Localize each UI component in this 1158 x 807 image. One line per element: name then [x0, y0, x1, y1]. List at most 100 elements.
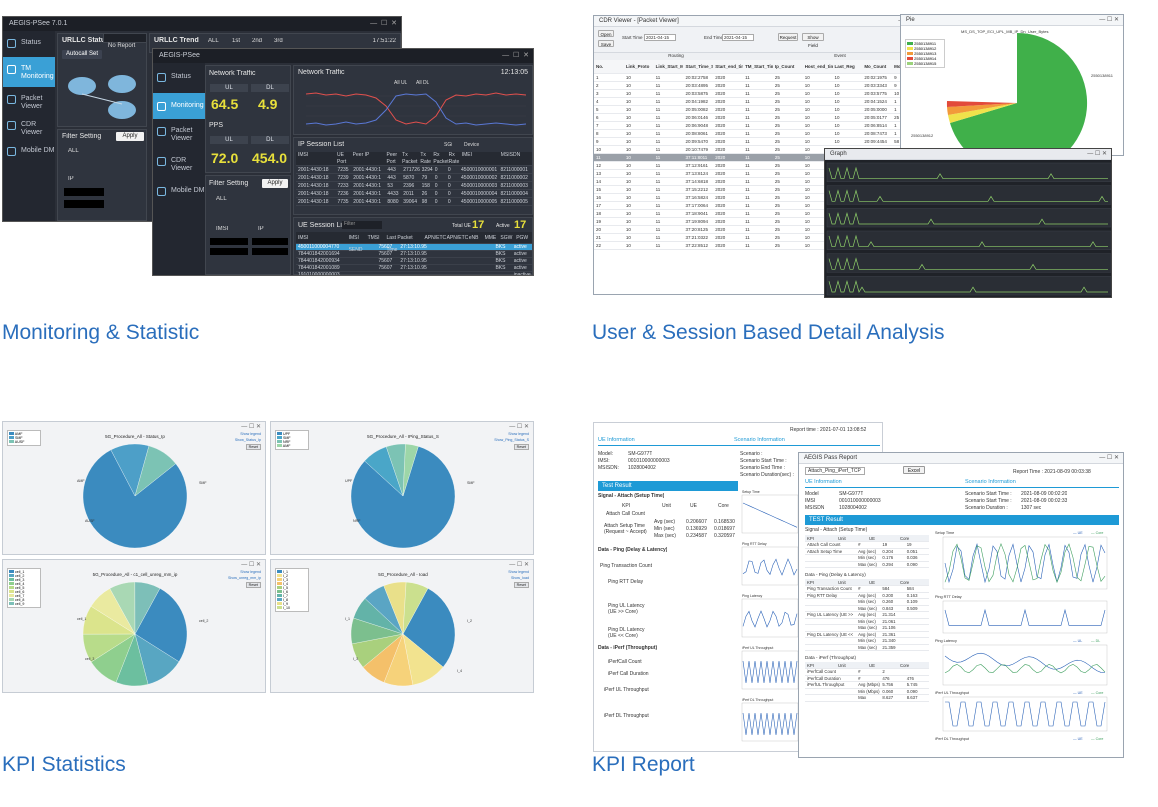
cdr-table-row[interactable]: 9 10 11 20:09:5470 2020 11 25 10 10 20:09:4454 58	[594, 138, 922, 146]
end-date-input[interactable]: 2021-04-15	[722, 34, 754, 41]
ue-session-row[interactable]: 784401842000934 75607 27:13:10.95 BKS active	[296, 258, 532, 265]
nav-monitoring[interactable]: Monitoring	[153, 93, 205, 119]
open-button[interactable]: Open	[598, 30, 614, 37]
kpi-side-control[interactable]: Show legend	[240, 432, 261, 436]
excel-button[interactable]: Excel	[903, 466, 925, 474]
front-filter-all[interactable]: ALL	[216, 196, 227, 202]
kpi-side-control[interactable]: Reset	[513, 444, 529, 450]
ip-session-row[interactable]: 2001:4430:18 7239 2001:4430:1 443 5870 79 0 0 45…	[296, 174, 532, 182]
trend-opt-1st[interactable]: 1st	[232, 38, 241, 44]
report-header-cell: KPI	[807, 580, 814, 585]
window-controls-icon[interactable]: — ☐ ✕	[1099, 17, 1119, 23]
window-controls-icon[interactable]: — ☐ ✕	[509, 562, 529, 568]
ip-session-row[interactable]: 2001:4430:18 7735 2001:4430:1 8080 39064 98 0 0…	[296, 198, 532, 206]
back-ip-input[interactable]	[64, 188, 104, 196]
show-field-button[interactable]: Show Field	[802, 33, 824, 48]
nav-cdr-viewer[interactable]: CDR Viewer	[3, 113, 55, 139]
ue-session-cell	[444, 272, 470, 275]
imsi-input[interactable]	[210, 238, 248, 245]
cdr-table-row[interactable]: 5 10 11 20:05:0082 2020 11 25 10 10 20:05:0000 1	[594, 106, 922, 114]
kpi-side-control[interactable]: Reset	[513, 582, 529, 588]
trend-opt-3rd[interactable]: 3rd	[274, 38, 283, 44]
cdr-table-cell: 20:04:1982	[685, 99, 708, 104]
imsi-input-2[interactable]	[210, 248, 248, 255]
window-controls-icon[interactable]: — ☐ ✕	[370, 20, 397, 27]
nav-mobile-dm[interactable]: Mobile DM	[3, 139, 55, 165]
window-controls-icon[interactable]: — ☐ ✕	[241, 562, 261, 568]
back-apply-button[interactable]: Apply	[116, 132, 144, 141]
cdr-table-row[interactable]: 7 10 11 20:06:9048 2020 11 25 10 10 20:06:8514 1	[594, 122, 922, 130]
autocall-set-button[interactable]: Autocall Set	[62, 50, 102, 59]
report-cell	[805, 689, 856, 695]
nav-mobile-dm[interactable]: Mobile DM	[153, 179, 205, 205]
cdr-table-row[interactable]: 8 10 11 20:08:8061 2020 11 25 10 10 20:08:7473 1	[594, 130, 922, 138]
cdr-table-cell: 19	[596, 219, 602, 224]
kpi-side-control[interactable]: Show_Status_Ip	[234, 438, 261, 442]
cdr-table-row[interactable]: 1 10 11 20:02:2758 2020 11 25 10 10 20:02:1975 9	[594, 74, 922, 82]
front-filter-imsi[interactable]: IMSI	[216, 226, 229, 232]
report-file-select[interactable]: Attach_Ping_iPerf_TCP	[805, 467, 865, 475]
ip-input[interactable]	[252, 238, 288, 245]
report-header-cell: Core	[900, 580, 910, 585]
pie-legend: 2550138911 2550138912 2550138913 2550138…	[905, 39, 945, 68]
ue-session-row[interactable]: 784401842001694 75607 27:13:10.95 BKS active	[296, 251, 532, 258]
back-ip-input-2[interactable]	[64, 200, 104, 208]
pie-slice-label: I_1	[345, 617, 350, 621]
ip-session-row[interactable]: 2001:4430:18 7236 2001:4430:1 4433 2011 26 0 0 4…	[296, 190, 532, 198]
back-filter-ip[interactable]: IP	[68, 176, 74, 182]
front-apply-button[interactable]: Apply	[262, 179, 288, 188]
ip-session-title: IP Session List	[298, 141, 345, 148]
cdr-table-row[interactable]: 4 10 11 20:04:1982 2020 11 25 10 10 20:04:1524 1	[594, 98, 922, 106]
traffic-kpi-panel: Network Traffic UL DL 64.5 4.9 PPS UL DL…	[205, 65, 291, 173]
window-controls-icon[interactable]: — ☐ ✕	[1087, 151, 1107, 157]
ip-session-row[interactable]: 2001:4430:18 7235 2001:4430:1 443 271726 3294…	[296, 166, 532, 174]
kpi-side-control[interactable]: Show legend	[508, 432, 529, 436]
ue-session-row[interactable]: 450011000004770 75607 27:13:10.95 BKS active	[296, 244, 532, 251]
cdr-table-cell: 9	[596, 139, 599, 144]
legend-item: I_2	[277, 574, 307, 578]
cdr-table-cell: 25	[774, 163, 780, 168]
save-button[interactable]: Save	[598, 40, 614, 47]
ue-session-row[interactable]: 191010000000003 inactive	[296, 272, 532, 275]
nav-tm-monitoring[interactable]: TM Monitoring	[3, 57, 55, 87]
ip-session-row[interactable]: 2001:4430:18 7233 2001:4430:1 53 2396 158 0 0 45…	[296, 182, 532, 190]
kpi-side-control[interactable]: Show legend	[508, 570, 529, 574]
cdr-table-cell: 10	[804, 163, 810, 168]
trend-opt-2nd[interactable]: 2nd	[252, 38, 263, 44]
kpi-side-control[interactable]: Show legend	[240, 570, 261, 574]
device-radio[interactable]: Device	[464, 142, 480, 148]
report-cell: Min (sec)	[858, 599, 876, 604]
legend-label: cell_1	[14, 570, 25, 574]
kpi-side-control[interactable]: Show_Ioad	[511, 576, 529, 580]
kpi-side-control[interactable]: Reset	[245, 582, 261, 588]
nav-cdr-viewer[interactable]: CDR Viewer	[153, 149, 205, 179]
ul-series-line	[306, 92, 526, 125]
nav-status[interactable]: Status	[3, 31, 55, 57]
nav-packet-viewer[interactable]: Packet Viewer	[3, 87, 55, 113]
window-controls-icon[interactable]: — ☐ ✕	[502, 52, 529, 59]
sgi-radio[interactable]: SGi	[444, 142, 453, 148]
nav-packet-viewer[interactable]: Packet Viewer	[153, 119, 205, 149]
window-controls-icon[interactable]: — ☐ ✕	[1099, 455, 1119, 461]
cdr-table-cell: 25	[774, 243, 780, 248]
kpi-side-control[interactable]: Reset	[245, 444, 261, 450]
window-controls-icon[interactable]: — ☐ ✕	[241, 424, 261, 430]
cdr-table-row[interactable]: 3 10 11 20:03:5875 2020 11 25 10 10 20:03:5775 10	[594, 90, 922, 98]
window-controls-icon[interactable]: — ☐ ✕	[509, 424, 529, 430]
ue-filter-input[interactable]: Filter	[342, 221, 382, 229]
start-date-input[interactable]: 2021-04-15	[644, 34, 676, 41]
ip-input-2[interactable]	[252, 248, 288, 255]
ue-session-cell: 784401842000934	[298, 258, 340, 264]
back-filter-all[interactable]: ALL	[68, 148, 79, 154]
front-filter-ip[interactable]: IP	[258, 226, 264, 232]
kpi-side-control[interactable]: Show_Ping_Status_S	[494, 438, 529, 442]
cdr-table-row[interactable]: 6 10 11 20:06:0146 2020 11 25 10 10 20:05:0177 25	[594, 114, 922, 122]
nav-status[interactable]: Status	[153, 63, 205, 93]
kpi-side-control[interactable]: Show_unreg_mm_ip	[228, 576, 261, 580]
request-button[interactable]: Request	[778, 33, 798, 41]
trend-opt-all[interactable]: ALL	[208, 38, 219, 44]
legend-swatch	[277, 590, 282, 593]
ue-session-row[interactable]: 784401842001089 75607 27:13:10.95 BKS active	[296, 265, 532, 272]
cdr-table-row[interactable]: 2 10 11 20:03:4895 2020 11 25 10 10 20:03:3343 9	[594, 82, 922, 90]
legend-swatch	[9, 440, 14, 443]
